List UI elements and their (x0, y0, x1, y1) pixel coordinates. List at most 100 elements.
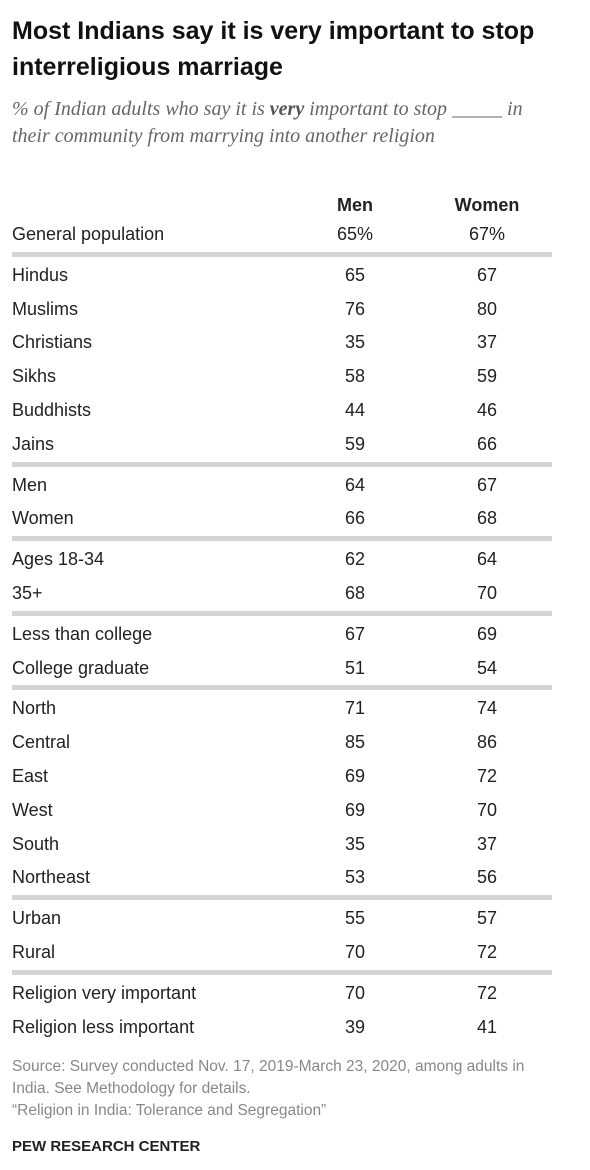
row-label: Urban (12, 908, 62, 929)
row: Jains 59 66 (12, 428, 552, 462)
row: Less than college 67 69 (12, 618, 552, 652)
cell: 69 (476, 623, 498, 644)
row-label: Buddhists (12, 399, 92, 420)
row-group: General population 65% 67% (12, 218, 552, 252)
row: West 69 70 (12, 794, 552, 828)
row-group: Less than college 67 69 College graduate 51 5… (12, 610, 552, 686)
row: College graduate 51 54 (12, 652, 552, 686)
row-label: College graduate (12, 657, 150, 678)
row-label: Rural (12, 941, 56, 962)
cell: 68 (344, 582, 366, 603)
cell: 80 (476, 298, 498, 319)
cell: 65 (344, 264, 366, 285)
row-label: Men (12, 474, 48, 495)
row-label: Less than college (12, 623, 153, 644)
cell: 72 (476, 765, 498, 786)
cell: 53 (344, 867, 366, 888)
cell: 86 (476, 732, 498, 753)
cell: 64 (476, 549, 498, 570)
blank: _____ (452, 98, 503, 120)
column-header: Men (337, 195, 373, 215)
cell: 56 (476, 867, 498, 888)
cell: 57 (476, 908, 498, 929)
row-label: Ages 18-34 (12, 549, 105, 570)
cell: 44 (344, 399, 366, 420)
row: Muslims 76 80 (12, 293, 552, 327)
row-label: Christians (12, 332, 93, 353)
row: Rural 70 72 (12, 936, 552, 970)
row: Ages 18-34 62 64 (12, 543, 552, 577)
cell: 35 (344, 833, 366, 854)
table: Men Women General population 65% 67% Hindus 65… (12, 192, 552, 1044)
cell: 35 (344, 332, 366, 353)
row-label: North (12, 698, 57, 719)
row-label: Northeast (12, 867, 91, 888)
cell: 66 (344, 508, 366, 529)
subtitle-part: % of Indian adults who say it is (12, 98, 270, 120)
cell: 74 (476, 698, 498, 719)
row-label: Jains (12, 433, 55, 454)
source-line: Source: Survey conducted Nov. 17, 2019-M… (12, 1058, 525, 1097)
row: 35+ 68 70 (12, 577, 552, 611)
cell: 72 (476, 982, 498, 1003)
brand: PEW RESEARCH CENTER (12, 1138, 201, 1155)
cell: 70 (344, 982, 366, 1003)
cell: 39 (344, 1016, 366, 1037)
cell: 66 (476, 433, 498, 454)
cell: 72 (476, 941, 498, 962)
cell: 67% (468, 224, 506, 244)
row: Northeast 53 56 (12, 861, 552, 895)
cell: 68 (476, 508, 498, 529)
cell: 59 (344, 433, 366, 454)
cell: 85 (344, 732, 366, 753)
cell: 64 (344, 474, 366, 495)
row-label: General population (12, 224, 165, 244)
cell: 67 (476, 474, 498, 495)
row: North 71 74 (12, 692, 552, 726)
row-group: Religion very important 70 72 Religion less… (12, 969, 552, 1045)
source: Source: Survey conducted Nov. 17, 2019-M… (12, 1056, 552, 1122)
cell: 69 (344, 765, 366, 786)
row: Central 85 86 (12, 726, 552, 760)
source-line: “Religion in India: Tolerance and Segreg… (12, 1102, 327, 1119)
row: Urban 55 57 (12, 902, 552, 936)
row: Sikhs 58 59 (12, 360, 552, 394)
cell: 70 (476, 582, 498, 603)
cell: 37 (476, 833, 498, 854)
title: Most Indians say it is very important to… (12, 17, 535, 81)
cell: 71 (344, 698, 366, 719)
cell: 69 (344, 799, 366, 820)
row-group: Hindus 65 67 Muslims 76 80 Christians 35 37 Sikhs… (12, 251, 552, 462)
column-header: Women (454, 195, 520, 215)
cell: 37 (476, 332, 498, 353)
cell: 46 (476, 399, 498, 420)
cell: 54 (476, 657, 498, 678)
row: Hindus 65 67 (12, 259, 552, 293)
cell: 41 (476, 1016, 498, 1037)
row-label: 35+ (12, 582, 43, 603)
row-label: Religion less important (12, 1016, 195, 1037)
cell: 59 (476, 366, 498, 387)
row-label: Muslims (12, 298, 78, 319)
row-label: South (12, 833, 60, 854)
subtitle-part: very (269, 98, 305, 120)
cell: 65% (336, 224, 374, 244)
subtitle-part: important to stop (304, 98, 453, 120)
row: Buddhists 44 46 (12, 394, 552, 428)
subtitle: % of Indian adults who say it is very im… (12, 96, 542, 150)
cell: 67 (344, 623, 366, 644)
row-group: North 71 74 Central 85 86 East 69 72 West 69 70 Sout… (12, 685, 552, 895)
row-label: East (12, 765, 49, 786)
row: Religion less important 39 41 (12, 1011, 552, 1045)
cell: 70 (476, 799, 498, 820)
cell: 62 (344, 549, 366, 570)
row: East 69 72 (12, 760, 552, 794)
row-label: Sikhs (12, 366, 57, 387)
cell: 58 (344, 366, 366, 387)
row-label: Religion very important (12, 982, 197, 1003)
cell: 76 (344, 298, 366, 319)
row: Men 64 67 (12, 469, 552, 503)
row: South 35 37 (12, 828, 552, 862)
subtitle-part: in their community from marrying into an… (12, 98, 523, 147)
